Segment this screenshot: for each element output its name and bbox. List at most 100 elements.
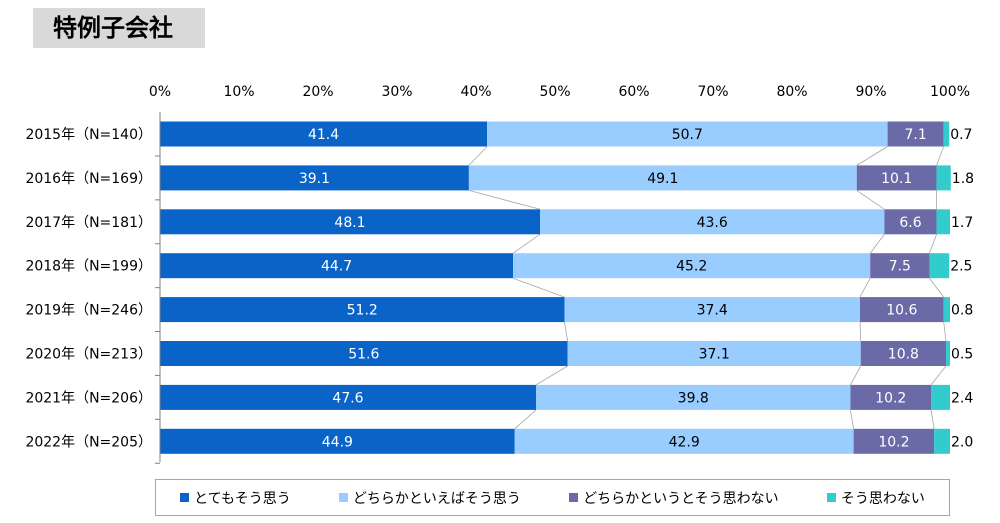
- page-title: 特例子会社: [53, 14, 173, 42]
- category-label: 2015年（N=140）: [25, 127, 152, 143]
- data-label: 7.5: [889, 259, 911, 275]
- data-label: 37.4: [697, 303, 728, 319]
- data-label: 0.7: [950, 127, 972, 143]
- data-label: 49.1: [647, 171, 678, 187]
- bar-segment: [160, 384, 537, 410]
- legend-label: とてもそう思う: [194, 490, 291, 507]
- data-label: 41.4: [308, 127, 339, 143]
- data-label: 2.4: [951, 390, 973, 406]
- legend-label: どちらかといえばそう思う: [352, 490, 521, 507]
- bar-segment: [853, 428, 935, 454]
- data-label: 2.5: [950, 259, 972, 275]
- data-label: 10.2: [875, 390, 906, 406]
- title-box: 特例子会社: [33, 8, 205, 48]
- series-connector-line: [856, 190, 885, 210]
- bar-segment: [567, 341, 861, 366]
- series-connector-line: [468, 146, 488, 166]
- bar-segment: [943, 297, 950, 323]
- data-label: 51.6: [348, 347, 379, 363]
- series-connector-line: [564, 322, 569, 342]
- bar-segment: [860, 341, 947, 366]
- series-connector-line: [859, 278, 871, 298]
- data-label: 47.6: [332, 390, 363, 406]
- bar-segment: [539, 209, 885, 235]
- bar-segment: [936, 209, 950, 235]
- bar-segment: [884, 209, 937, 235]
- data-label: 7.1: [905, 127, 927, 143]
- data-label: 50.7: [672, 127, 703, 143]
- legend-swatch: [180, 493, 190, 502]
- series-connector-line: [869, 234, 885, 254]
- legend-item: どちらかというとそう思わない: [569, 488, 779, 508]
- bar-segment: [564, 297, 860, 323]
- bar-segment: [536, 384, 851, 410]
- series-connector-line: [535, 365, 568, 386]
- x-tick-label: 100%: [930, 84, 970, 100]
- category-label: 2022年（N=205）: [25, 434, 152, 450]
- legend-swatch: [569, 493, 579, 502]
- category-label: 2019年（N=246）: [25, 303, 152, 319]
- bar-segment: [946, 341, 950, 366]
- x-tick-label: 40%: [460, 84, 491, 100]
- x-tick-label: 20%: [302, 84, 333, 100]
- category-label: 2020年（N=213）: [25, 347, 152, 363]
- bar-segment: [160, 341, 568, 366]
- bar-segment: [943, 121, 950, 147]
- series-connector-line: [936, 146, 945, 166]
- x-tick-label: 90%: [855, 84, 886, 100]
- bar-segment: [929, 253, 950, 279]
- data-label: 43.6: [697, 215, 728, 231]
- bar-segment: [856, 165, 937, 191]
- series-connector-line: [512, 277, 565, 298]
- series-connector-line: [514, 409, 537, 430]
- legend-swatch: [338, 493, 348, 502]
- x-tick-label: 70%: [697, 84, 728, 100]
- series-connector-line: [468, 190, 541, 210]
- bar-segment: [160, 428, 515, 454]
- bar-segment: [487, 121, 888, 147]
- category-label: 2017年（N=181）: [25, 215, 152, 231]
- series-connector-line: [930, 409, 935, 429]
- bar-segment: [160, 297, 565, 323]
- bar-segment: [859, 297, 944, 323]
- bar-segment: [936, 165, 951, 191]
- data-label: 6.6: [899, 215, 921, 231]
- data-label: 37.1: [699, 347, 730, 363]
- data-label: 0.8: [951, 303, 973, 319]
- legend-swatch: [826, 493, 836, 502]
- x-tick-label: 30%: [381, 84, 412, 100]
- bar-segment: [934, 428, 950, 454]
- series-connector-line: [943, 322, 947, 342]
- data-label: 2.0: [951, 434, 973, 450]
- bar-segment: [160, 121, 488, 147]
- data-label: 44.9: [322, 434, 353, 450]
- data-label: 39.1: [299, 171, 330, 187]
- bar-segment: [468, 165, 857, 191]
- data-label: 1.8: [952, 171, 974, 187]
- legend-item: とてもそう思う: [180, 488, 291, 508]
- category-label: 2021年（N=206）: [25, 390, 152, 406]
- legend-label: そう思わない: [840, 490, 925, 507]
- series-connector-line: [850, 409, 855, 429]
- series-connector-line: [929, 277, 944, 298]
- data-label: 39.8: [678, 390, 709, 406]
- series-connector-line: [859, 322, 862, 342]
- x-tick-label: 80%: [776, 84, 807, 100]
- series-connector-line: [929, 234, 937, 254]
- data-label: 51.2: [347, 303, 378, 319]
- data-label: 44.7: [321, 259, 352, 275]
- data-label: 1.7: [951, 215, 973, 231]
- x-tick-label: 10%: [223, 84, 254, 100]
- data-label: 0.5: [951, 347, 973, 363]
- legend-item: どちらかといえばそう思う: [338, 488, 521, 508]
- bar-segment: [160, 209, 540, 235]
- data-label: 10.8: [888, 347, 919, 363]
- data-label: 10.2: [878, 434, 909, 450]
- data-label: 45.2: [676, 259, 707, 275]
- bar-segment: [514, 428, 854, 454]
- series-connector-line: [856, 146, 888, 166]
- bar-segment: [931, 384, 950, 410]
- bar-segment: [160, 253, 514, 279]
- category-label: 2016年（N=169）: [25, 171, 152, 187]
